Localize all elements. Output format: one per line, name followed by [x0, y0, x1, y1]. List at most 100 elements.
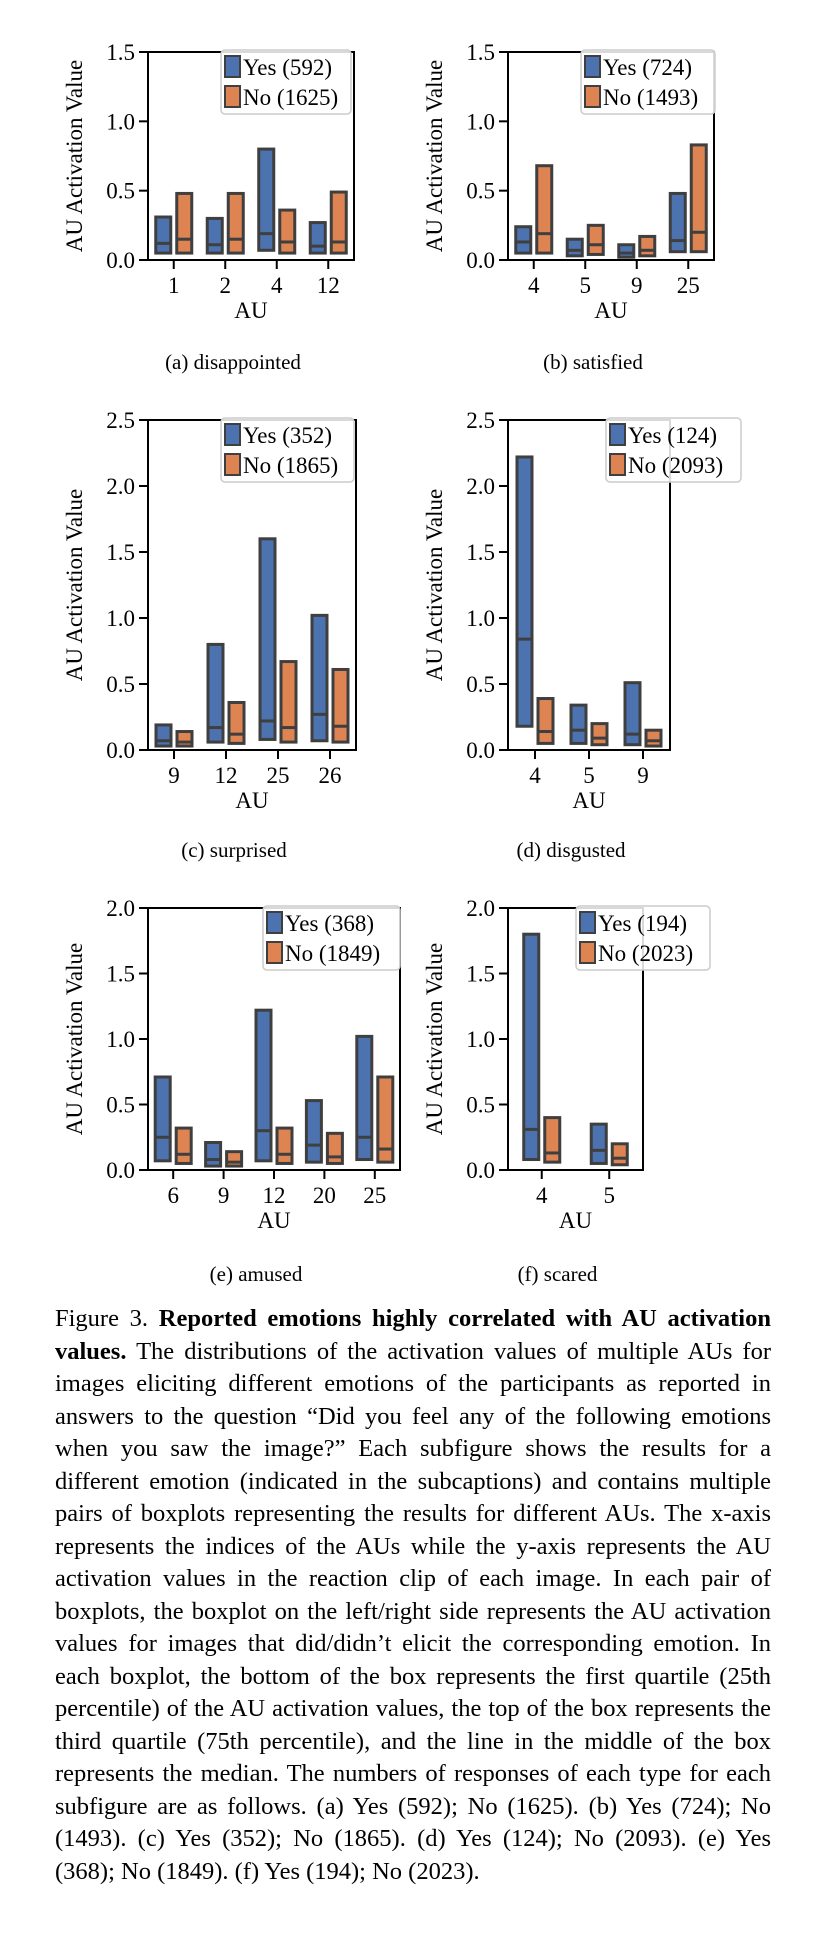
legend-swatch	[224, 423, 241, 446]
box-no	[543, 1116, 562, 1164]
box-yes	[205, 216, 224, 255]
x-axis-label: AU	[257, 1208, 291, 1233]
box-no	[590, 722, 609, 747]
box-yes	[668, 191, 687, 254]
y-tick-label: 0.5	[106, 1093, 135, 1118]
legend-swatch	[224, 85, 241, 108]
x-tick-label: 4	[271, 273, 283, 298]
x-tick-label: 6	[167, 1183, 179, 1208]
x-tick-label: 25	[677, 273, 700, 298]
box-yes	[515, 455, 534, 728]
x-tick-label: 4	[528, 273, 540, 298]
box-yes	[589, 1122, 608, 1165]
box-no	[689, 143, 708, 254]
box-yes	[310, 613, 329, 743]
x-axis-label: AU	[572, 788, 606, 813]
y-tick-label: 0.0	[106, 738, 135, 763]
box-no	[376, 1075, 395, 1164]
legend-entry: No (1625)	[243, 85, 338, 110]
box-yes	[154, 723, 173, 748]
subcaption: (d) disgusted	[516, 838, 626, 862]
x-tick-label: 25	[267, 763, 290, 788]
subcaption: (a) disappointed	[165, 350, 301, 374]
x-tick-label: 9	[631, 273, 643, 298]
subcaption: (c) surprised	[181, 838, 287, 862]
y-axis-label: AU Activation Value	[62, 943, 87, 1136]
legend-box	[220, 417, 355, 483]
box-yes	[204, 1140, 223, 1168]
x-tick-label: 12	[317, 273, 340, 298]
box-yes	[565, 237, 584, 258]
y-tick-label: 2.5	[466, 408, 495, 433]
x-axis-label: AU	[235, 788, 269, 813]
y-tick-label: 1.5	[466, 540, 495, 565]
legend-box	[575, 905, 711, 971]
legend-box	[220, 49, 352, 115]
box-no	[586, 223, 605, 256]
x-tick-label: 20	[313, 1183, 336, 1208]
x-tick-label: 5	[583, 763, 595, 788]
legend-entry: No (2023)	[598, 941, 693, 966]
legend-swatch	[224, 453, 241, 476]
y-tick-label: 1.5	[466, 962, 495, 987]
box-no	[638, 234, 657, 258]
box-yes	[254, 1008, 273, 1163]
legend-swatch	[609, 453, 626, 476]
x-tick-label: 5	[580, 273, 592, 298]
legend-swatch	[579, 911, 596, 934]
box-yes	[617, 243, 636, 259]
x-tick-label: 12	[215, 763, 238, 788]
box-no	[329, 190, 348, 255]
box-no	[279, 660, 298, 744]
y-tick-label: 2.0	[106, 474, 135, 499]
y-tick-label: 0.5	[106, 672, 135, 697]
y-tick-label: 2.0	[106, 896, 135, 921]
y-tick-label: 0.0	[466, 1158, 495, 1183]
y-tick-label: 0.5	[106, 179, 135, 204]
legend-entry: Yes (724)	[603, 55, 692, 80]
legend-box	[605, 417, 742, 483]
box-yes	[258, 537, 277, 741]
subcaption: (e) amused	[210, 1262, 303, 1286]
box-no	[610, 1142, 629, 1167]
x-tick-label: 12	[263, 1183, 286, 1208]
y-tick-label: 0.5	[466, 179, 495, 204]
box-yes	[308, 221, 327, 255]
legend-entry: No (1865)	[243, 453, 338, 478]
box-no	[644, 728, 663, 748]
box-no	[226, 191, 245, 255]
legend-entry: Yes (368)	[285, 911, 374, 936]
box-yes	[522, 932, 541, 1162]
y-tick-label: 2.0	[466, 896, 495, 921]
x-tick-label: 1	[168, 273, 180, 298]
legend-swatch	[609, 423, 626, 446]
y-tick-label: 1.5	[106, 962, 135, 987]
subcaption: (b) satisfied	[543, 350, 643, 374]
box-no	[536, 697, 555, 745]
y-tick-label: 0.5	[466, 672, 495, 697]
box-no	[174, 1126, 193, 1165]
box-yes	[206, 642, 225, 744]
y-tick-label: 1.0	[466, 1027, 495, 1052]
box-no	[331, 667, 350, 744]
box-yes	[355, 1034, 374, 1162]
y-tick-label: 0.0	[466, 738, 495, 763]
box-yes	[514, 225, 533, 255]
legend-swatch	[266, 941, 283, 964]
box-yes	[153, 1075, 172, 1163]
y-axis-label: AU Activation Value	[422, 943, 447, 1136]
legend-swatch	[584, 85, 601, 108]
legend-entry: No (2093)	[628, 453, 723, 478]
box-no	[175, 730, 194, 748]
legend-entry: Yes (592)	[243, 55, 332, 80]
box-no	[535, 164, 554, 255]
y-axis-label: AU Activation Value	[422, 60, 447, 253]
legend-entry: Yes (352)	[243, 423, 332, 448]
x-tick-label: 2	[220, 273, 232, 298]
caption-body: The distributions of the activation valu…	[55, 1337, 771, 1885]
box-no	[227, 700, 246, 745]
box-yes	[257, 147, 276, 252]
y-tick-label: 1.0	[466, 109, 495, 134]
box-no	[278, 208, 297, 255]
